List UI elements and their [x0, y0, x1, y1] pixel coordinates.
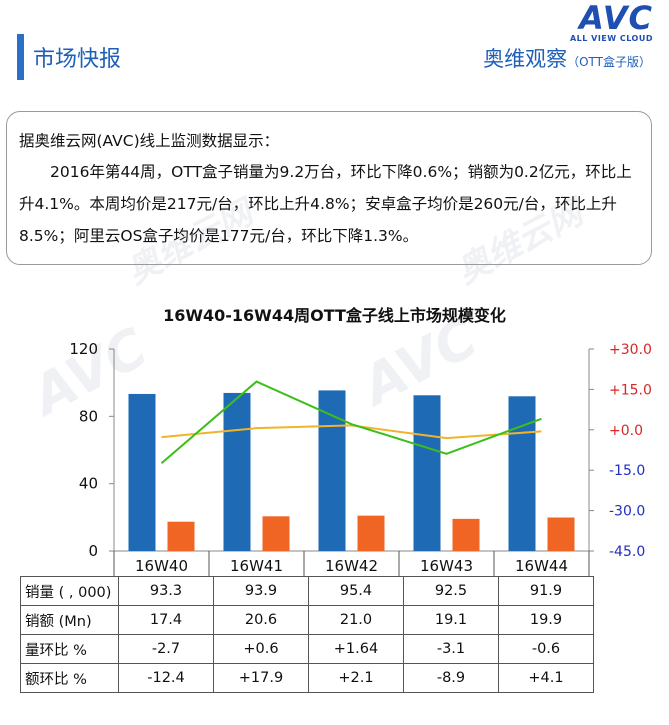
- summary-box: 据奥维云网(AVC)线上监测数据显示： 2016年第44周，OTT盒子销量为9.…: [6, 111, 652, 265]
- left-axis-tick-label: 120: [69, 340, 98, 358]
- summary-intro: 据奥维云网(AVC)线上监测数据显示：: [19, 132, 280, 150]
- sales-amount-bar: [547, 517, 575, 551]
- right-axis-tick-label: -45.0: [609, 544, 645, 560]
- table-row: 销额 (Mn) 17.4 20.6 21.0 19.1 19.9: [20, 605, 594, 635]
- table-cell: +0.6: [213, 634, 309, 664]
- sales-volume-bar: [413, 395, 441, 551]
- page-title: 市场快报: [33, 47, 122, 72]
- table-cell: -2.7: [118, 634, 214, 664]
- brand-title-sub: （OTT盒子版）: [567, 55, 651, 69]
- x-axis-tick-label: 16W41: [230, 557, 283, 575]
- chart-data-table: 销量 ( , 000) 93.3 93.9 95.4 92.5 91.9 销额 (Mn) 17…: [20, 576, 594, 693]
- logo-text: AVC: [579, 0, 653, 37]
- table-cell: 93.3: [118, 576, 214, 606]
- sales-amount-bar: [357, 515, 385, 551]
- table-row-label: 销额 (Mn): [20, 605, 119, 635]
- brand-title: 奥维观察（OTT盒子版）: [483, 43, 651, 73]
- header-accent-bar: [17, 34, 24, 80]
- left-axis-tick-label: 0: [88, 542, 98, 560]
- table-cell: 19.9: [498, 605, 594, 635]
- sales-volume-bar: [508, 396, 536, 551]
- volume-change-line: [161, 424, 542, 440]
- sales-volume-bar: [318, 390, 346, 551]
- table-row-label: 销量 ( , 000): [20, 576, 119, 606]
- sales-amount-bar: [167, 521, 195, 551]
- sales-amount-bar: [262, 516, 290, 551]
- brand-title-main: 奥维观察: [483, 47, 568, 71]
- right-axis-tick-label: -30.0: [609, 504, 645, 520]
- x-axis-tick-label: 16W42: [325, 557, 378, 575]
- table-cell: +2.1: [308, 663, 404, 693]
- table-cell: 91.9: [498, 576, 594, 606]
- left-axis-tick-label: 80: [79, 407, 98, 425]
- sales-volume-bar: [223, 392, 251, 551]
- x-axis-tick-label: 16W44: [515, 557, 568, 575]
- amount-change-line: [160, 380, 542, 464]
- table-row: 销量 ( , 000) 93.3 93.9 95.4 92.5 91.9: [20, 576, 594, 606]
- table-row-label: 额环比 %: [20, 663, 119, 693]
- table-cell: 17.4: [118, 605, 214, 635]
- table-cell: -3.1: [403, 634, 499, 664]
- table-cell: 93.9: [213, 576, 309, 606]
- table-cell: 20.6: [213, 605, 309, 635]
- table-cell: -0.6: [498, 634, 594, 664]
- avc-logo: AVC ALL VIEW CLOUD: [570, 2, 653, 43]
- right-axis-tick-label: +0.0: [609, 423, 643, 439]
- table-cell: +1.64: [308, 634, 404, 664]
- right-axis-tick-label: +15.0: [609, 382, 652, 398]
- table-cell: 21.0: [308, 605, 404, 635]
- table-cell: 92.5: [403, 576, 499, 606]
- sales-volume-bar: [128, 393, 156, 551]
- sales-amount-bar: [452, 518, 480, 551]
- table-cell: +17.9: [213, 663, 309, 693]
- x-axis-tick-label: 16W40: [135, 557, 188, 575]
- table-cell: 95.4: [308, 576, 404, 606]
- table-cell: +4.1: [498, 663, 594, 693]
- table-row: 额环比 % -12.4 +17.9 +2.1 -8.9 +4.1: [20, 663, 594, 693]
- table-row-label: 量环比 %: [20, 634, 119, 664]
- table-cell: 19.1: [403, 605, 499, 635]
- logo-subtitle: ALL VIEW CLOUD: [569, 34, 653, 43]
- summary-body: 2016年第44周，OTT盒子销量为9.2万台，环比下降0.6%；销额为0.2亿…: [19, 163, 632, 245]
- right-axis-tick-label: -15.0: [609, 463, 645, 479]
- left-axis-tick-label: 40: [79, 475, 98, 493]
- table-row: 量环比 % -2.7 +0.6 +1.64 -3.1 -0.6: [20, 634, 594, 664]
- right-axis-tick-label: +30.0: [609, 342, 652, 358]
- chart-title: 16W40-16W44周OTT盒子线上市场规模变化: [163, 306, 506, 325]
- table-cell: -8.9: [403, 663, 499, 693]
- x-axis-tick-label: 16W43: [420, 557, 473, 575]
- table-cell: -12.4: [118, 663, 214, 693]
